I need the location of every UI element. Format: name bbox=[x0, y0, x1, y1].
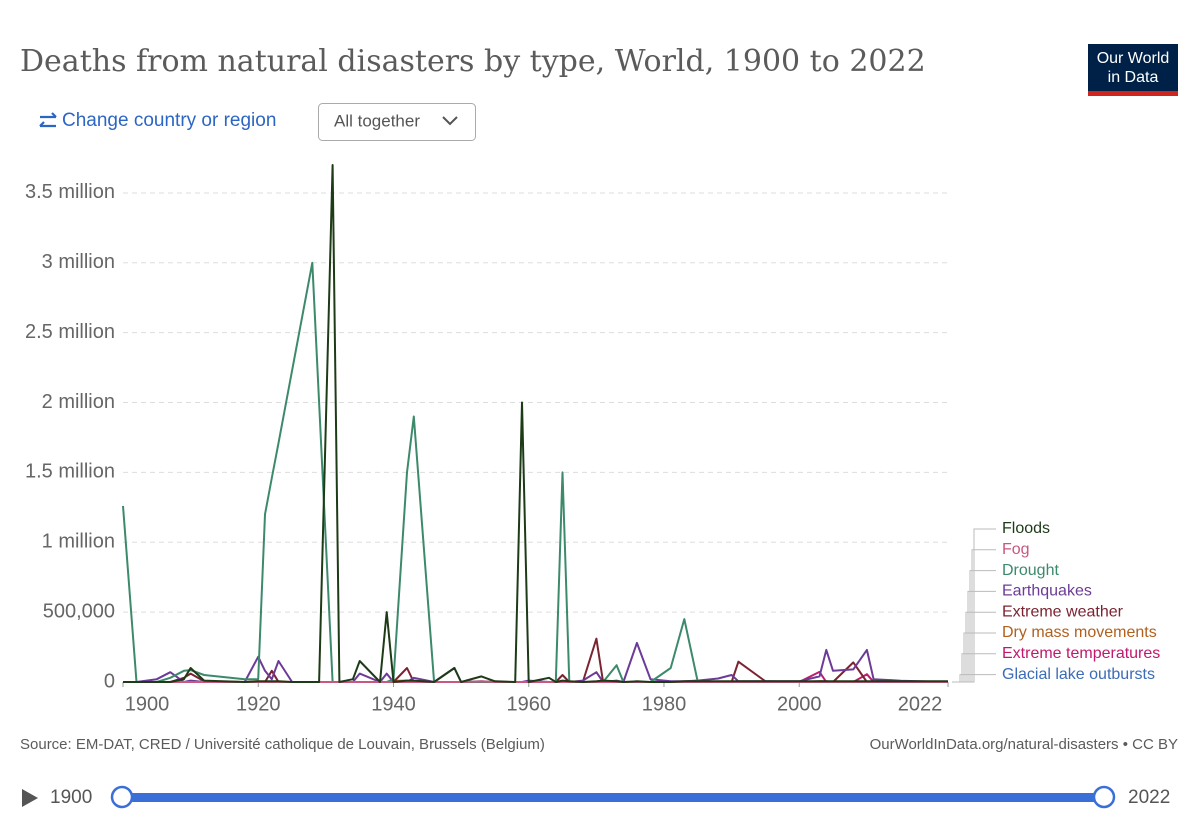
y-tick-label: 500,000 bbox=[43, 600, 115, 622]
source: Source: EM-DAT, CRED / Université cathol… bbox=[20, 736, 545, 753]
swap-icon bbox=[39, 112, 57, 128]
x-tick-label: 1980 bbox=[642, 693, 687, 715]
timeline-start: 1900 bbox=[50, 787, 92, 808]
x-tick-label: 2000 bbox=[777, 693, 822, 715]
series-line bbox=[123, 641, 949, 683]
y-tick-label: 0 bbox=[104, 670, 115, 692]
legend-connector bbox=[952, 528, 996, 683]
y-tick-label: 3.5 million bbox=[25, 181, 115, 203]
legend-label: Floods bbox=[1002, 520, 1050, 537]
view-select[interactable]: All together bbox=[318, 103, 476, 141]
y-tick-label: 2 million bbox=[42, 391, 115, 413]
legend-label: Extreme weather bbox=[1002, 603, 1124, 620]
logo-text: Our World bbox=[1097, 50, 1170, 67]
legend-label: Fog bbox=[1002, 541, 1030, 558]
plot: 0 500,000 1 million 1.5 million 2 million 2.5… bbox=[25, 164, 1160, 715]
legend-label: Glacial lake outbursts bbox=[1002, 666, 1155, 683]
play-button[interactable] bbox=[22, 789, 38, 807]
legend-label: Earthquakes bbox=[1002, 583, 1092, 600]
legend-label: Drought bbox=[1002, 562, 1059, 579]
x-tick-label: 1940 bbox=[371, 693, 416, 715]
timeline: 1900 2022 bbox=[22, 785, 1170, 809]
timeline-handle[interactable] bbox=[110, 785, 134, 809]
timeline-track bbox=[122, 793, 1104, 802]
series-line bbox=[122, 261, 948, 683]
chevron bbox=[442, 116, 458, 126]
select-label: All together bbox=[334, 111, 420, 130]
y-tick-label: 1.5 million bbox=[25, 461, 115, 483]
x-tick-label: 1960 bbox=[506, 693, 551, 715]
timeline-handle[interactable] bbox=[1092, 785, 1116, 809]
timeline-end: 2022 bbox=[1128, 787, 1170, 808]
legend-label: Dry mass movements bbox=[1002, 624, 1157, 641]
select-box bbox=[318, 103, 476, 141]
y-tick-label: 1 million bbox=[42, 531, 115, 553]
url: OurWorldInData.org/natural-disasters • C… bbox=[870, 736, 1178, 753]
change-region-button[interactable]: Change country or region bbox=[39, 110, 276, 131]
logo-box bbox=[1088, 44, 1178, 96]
x-tick-label: 2022 bbox=[898, 693, 943, 715]
y-tick-label: 3 million bbox=[42, 251, 115, 273]
x-tick-label: 1920 bbox=[236, 693, 281, 715]
legend-label: Extreme temperatures bbox=[1002, 645, 1160, 662]
logo: Our World in Data bbox=[1088, 44, 1178, 96]
change-region-label: Change country or region bbox=[62, 110, 276, 131]
y-tick-label: 2.5 million bbox=[25, 321, 115, 343]
legend-connector bbox=[952, 674, 996, 683]
chart-title: Deaths from natural disasters by type, W… bbox=[20, 44, 926, 79]
x-tick-label: 1900 bbox=[125, 693, 170, 715]
series-line bbox=[123, 164, 948, 683]
logo-bar bbox=[1088, 91, 1178, 96]
logo-text: in Data bbox=[1108, 69, 1159, 86]
